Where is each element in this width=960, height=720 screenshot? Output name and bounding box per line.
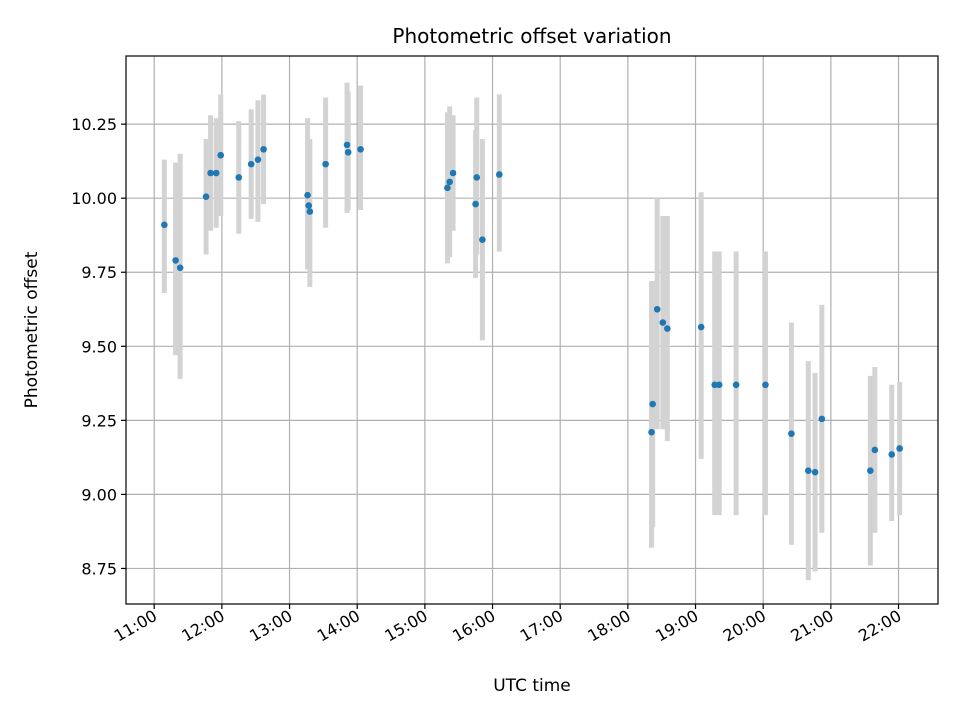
data-point [260,146,267,153]
data-point [473,174,481,181]
x-tick-label: 22:00 [855,606,904,646]
data-point [805,467,812,475]
grid-layer [126,56,938,604]
data-point [343,141,351,149]
x-tick-label: 19:00 [652,606,701,646]
plot-frame [125,55,939,605]
x-tick-label: 12:00 [178,606,227,646]
point-layer [161,141,903,476]
data-point [306,208,314,215]
data-point [161,221,168,229]
data-point [322,160,329,168]
x-tick-label: 11:00 [111,606,160,646]
x-tick-label: 16:00 [449,606,498,646]
data-point [172,257,179,264]
chart-title: Photometric offset variation [392,24,671,48]
data-point [247,160,255,168]
data-point [697,323,705,331]
data-point [446,178,453,186]
y-axis-label: Photometric offset [22,251,42,408]
data-point [449,169,457,177]
data-point [648,428,655,436]
tick-layer: 11:00 12:00 13:00 14:00 15:00 16:00 17:00 18:00… [71,115,904,645]
y-tick-label: 9.50 [81,337,117,356]
data-point [867,467,874,475]
data-point [217,151,225,159]
data-point [207,169,214,177]
x-tick-label: 18:00 [584,606,633,646]
y-tick-label: 8.75 [81,559,117,578]
data-point [896,445,903,452]
data-point [495,171,503,178]
data-point [176,264,184,272]
data-point [344,148,352,156]
x-tick-label: 15:00 [381,606,430,646]
data-point [762,381,769,389]
y-tick-label: 9.00 [81,485,117,504]
data-point [254,156,262,163]
data-point [711,381,718,389]
y-tick-label: 9.25 [81,411,117,430]
data-point [212,169,220,177]
data-point [732,381,740,389]
x-tick-label: 14:00 [314,606,363,646]
data-point [472,200,479,208]
data-point [357,146,364,153]
data-point [664,325,671,332]
data-point [649,400,656,408]
x-tick-label: 20:00 [720,606,769,646]
x-tick-label: 21:00 [787,606,836,646]
data-point [305,202,313,209]
data-point [304,191,311,199]
data-point [818,415,826,423]
x-axis-label: UTC time [493,676,571,696]
data-point [871,446,879,454]
data-point [653,305,661,313]
x-tick-label: 13:00 [246,606,295,646]
y-tick-label: 9.75 [81,263,117,282]
data-point [479,236,486,243]
data-point [788,430,795,437]
data-point [235,174,243,181]
data-point [659,319,667,326]
data-point [888,451,896,458]
data-point [202,193,210,201]
y-tick-label: 10.25 [71,115,117,134]
errorbar-layer [161,82,903,581]
data-point [811,468,819,476]
data-point [444,184,451,192]
data-point [715,381,723,389]
y-tick-label: 10.00 [71,189,117,208]
x-tick-label: 17:00 [517,606,566,646]
